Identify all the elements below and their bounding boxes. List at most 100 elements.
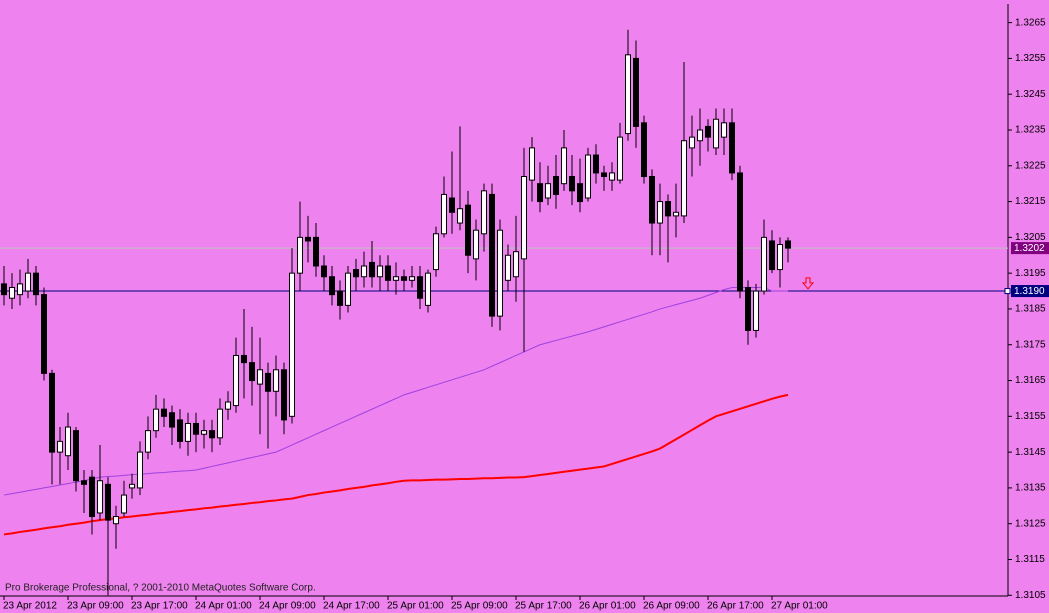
line-handle: [1004, 288, 1011, 295]
candle-body: [545, 183, 551, 199]
candle-body: [649, 176, 655, 224]
candle-body: [169, 412, 175, 428]
candle-body: [337, 290, 343, 306]
candle-body: [145, 430, 151, 453]
candle-body: [209, 430, 215, 439]
x-tick-label: 24 Apr 01:00: [195, 601, 252, 612]
moving-average: [3, 286, 788, 496]
candle-body: [593, 154, 599, 174]
candle-body: [321, 265, 327, 278]
candle-body: [745, 286, 751, 331]
signal-arrow: [801, 277, 815, 290]
x-tick-label: 25 Apr 09:00: [451, 601, 508, 612]
candle-body: [233, 354, 239, 407]
candle-body: [577, 183, 583, 203]
candle-body: [57, 440, 63, 453]
candle-body: [737, 172, 743, 292]
candle-body: [681, 140, 687, 217]
candle-body: [49, 372, 55, 453]
x-tick-label: 23 Apr 17:00: [131, 601, 188, 612]
candle-body: [729, 122, 735, 174]
candle-body: [601, 172, 607, 178]
candle-body: [417, 276, 423, 299]
x-tick-label: 26 Apr 17:00: [707, 601, 764, 612]
candle-body: [65, 426, 71, 457]
candle-body: [689, 136, 695, 149]
candle-body: [673, 211, 679, 217]
candle-body: [353, 269, 359, 278]
candle-body: [33, 272, 39, 296]
candle-body: [281, 369, 287, 421]
x-tick-label: 24 Apr 17:00: [323, 601, 380, 612]
candle-body: [497, 229, 503, 317]
y-tick-label: 1.3155: [1015, 411, 1046, 422]
y-tick-label: 1.3205: [1015, 232, 1046, 243]
candle-body: [225, 401, 231, 410]
candle-body: [153, 408, 159, 432]
candle-body: [265, 372, 271, 392]
candle-body: [201, 430, 207, 435]
candle-body: [473, 229, 479, 260]
candle-body: [537, 183, 543, 203]
candle-body: [217, 408, 223, 439]
candle-body: [113, 516, 119, 525]
candle-body: [425, 272, 431, 306]
y-tick-label: 1.3175: [1015, 339, 1046, 350]
candle-body: [385, 265, 391, 281]
candle-body: [465, 204, 471, 256]
candle-body: [561, 147, 567, 185]
y-tick-label: 1.3215: [1015, 196, 1046, 207]
candle-body: [585, 154, 591, 199]
candle-body: [521, 176, 527, 260]
y-tick-label: 1.3255: [1015, 53, 1046, 64]
x-tick-label: 24 Apr 09:00: [259, 601, 316, 612]
candle-body: [641, 122, 647, 178]
candle-body: [25, 272, 31, 292]
candle-body: [481, 190, 487, 235]
y-tick-label: 1.3185: [1015, 304, 1046, 315]
candle-body: [633, 57, 639, 127]
candle-body: [705, 125, 711, 138]
candle-body: [449, 197, 455, 213]
x-tick-label: 25 Apr 17:00: [515, 601, 572, 612]
y-tick-label: 1.3145: [1015, 447, 1046, 458]
candle-body: [513, 251, 519, 278]
y-tick-label: 1.3165: [1015, 375, 1046, 386]
candle-body: [401, 276, 407, 281]
candle-body: [305, 236, 311, 242]
candle-body: [249, 362, 255, 382]
candle-body: [121, 494, 127, 514]
candle-body: [369, 261, 375, 278]
moving-average: [3, 393, 789, 536]
price-tag: [1011, 242, 1049, 255]
candle-body: [161, 408, 167, 417]
candle-body: [1, 283, 7, 296]
x-tick-label: 23 Apr 2012: [3, 601, 57, 612]
candle-body: [617, 136, 623, 181]
candle-body: [297, 236, 303, 274]
candle-body: [761, 236, 767, 292]
price-tag-label: 1.3190: [1014, 286, 1045, 297]
y-tick-label: 1.3105: [1015, 590, 1046, 601]
candle-body: [777, 244, 783, 271]
x-tick-label: 25 Apr 01:00: [387, 601, 444, 612]
candle-body: [41, 294, 47, 374]
y-tick-label: 1.3225: [1015, 160, 1046, 171]
candle-body: [257, 369, 263, 385]
candle-body: [529, 147, 535, 181]
candle-body: [377, 265, 383, 278]
candle-body: [73, 430, 79, 482]
candle-body: [489, 193, 495, 317]
x-tick-label: 23 Apr 09:00: [67, 601, 124, 612]
candle-body: [697, 129, 703, 142]
copyright: Pro Brokerage Professional, ? 2001-2010 …: [5, 583, 316, 594]
x-tick-label: 26 Apr 09:00: [643, 601, 700, 612]
candle-body: [193, 422, 199, 435]
candle-body: [361, 265, 367, 278]
candle-body: [345, 272, 351, 306]
candle-body: [177, 419, 183, 442]
candle-body: [569, 176, 575, 192]
candle-body: [665, 201, 671, 217]
candle-body: [393, 276, 399, 281]
candle-body: [329, 276, 335, 296]
